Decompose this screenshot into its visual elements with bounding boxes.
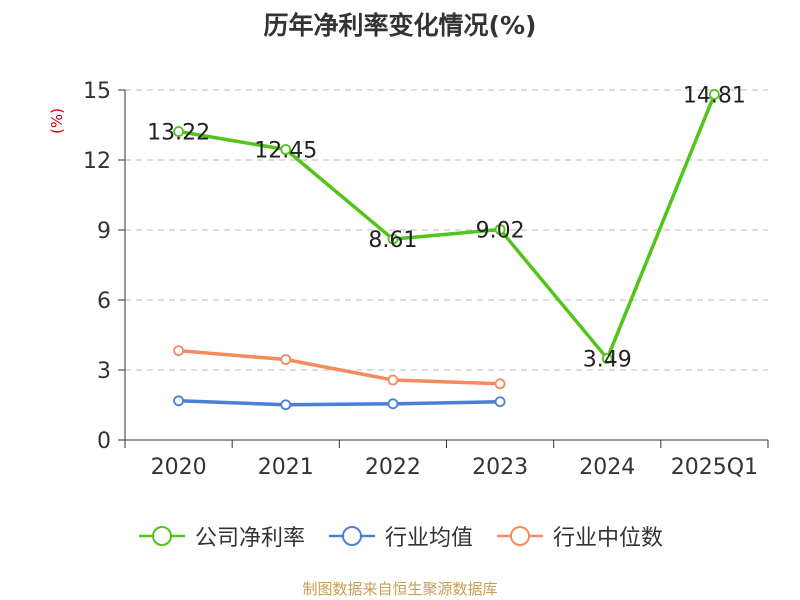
data-point xyxy=(280,354,292,365)
data-point xyxy=(387,233,399,245)
data-labels: 13.22 12.45 8.61 9.02 3.49 14.81 xyxy=(147,83,746,372)
legend-swatch xyxy=(138,526,185,546)
legend-item[interactable]: 行业均值 xyxy=(327,520,473,552)
grid-lines xyxy=(125,89,768,371)
data-point xyxy=(601,353,613,364)
legend-swatch xyxy=(328,526,375,546)
data-label: 12.45 xyxy=(254,139,317,164)
data-point xyxy=(173,395,184,407)
data-point xyxy=(494,378,506,390)
data-label: 3.49 xyxy=(583,348,632,373)
data-point xyxy=(387,374,399,386)
legend: 公司净利率 行业均值 行业中位数 xyxy=(0,520,800,552)
series-line xyxy=(178,93,717,361)
x-tick-label: 2020 xyxy=(151,455,207,480)
y-tick-label: 3 xyxy=(97,359,111,384)
data-point xyxy=(494,396,506,408)
data-label: 9.02 xyxy=(476,219,525,244)
data-point xyxy=(494,224,506,235)
x-tick-label: 2024 xyxy=(579,455,635,480)
data-label: 13.22 xyxy=(147,121,210,146)
y-tick-label: 12 xyxy=(83,149,111,174)
y-tick-label: 15 xyxy=(83,79,111,104)
x-tick-label: 2021 xyxy=(258,455,314,480)
x-tick-label: 2023 xyxy=(472,455,528,480)
data-point xyxy=(173,126,184,137)
data-point xyxy=(280,144,292,155)
data-label: 14.81 xyxy=(683,83,746,108)
legend-item[interactable]: 行业中位数 xyxy=(495,520,663,552)
legend-label: 行业中位数 xyxy=(553,526,664,551)
series-layer xyxy=(173,89,720,411)
series-line xyxy=(178,399,501,407)
y-tick-label: 6 xyxy=(97,289,111,314)
y-tick-label: 0 xyxy=(97,429,111,454)
series-line xyxy=(178,348,501,386)
legend-label: 公司净利率 xyxy=(194,526,305,551)
legend-item[interactable]: 公司净利率 xyxy=(137,520,305,552)
source-note: 制图数据来自恒生聚源数据库 xyxy=(302,580,498,598)
data-point xyxy=(709,89,720,100)
data-point xyxy=(387,398,399,410)
legend-swatch xyxy=(497,526,543,546)
x-tick-label: 2022 xyxy=(365,455,421,480)
data-point xyxy=(280,399,292,411)
data-point xyxy=(173,345,184,357)
axes: 0 3 6 9 12 15 2020 2021 2022 2023 2024 2025Q1 xyxy=(83,79,769,480)
x-tick-label: 2025Q1 xyxy=(671,455,758,480)
y-tick-label: 9 xyxy=(97,219,111,244)
chart-title: 历年净利率变化情况(%) xyxy=(263,11,537,40)
data-label: 8.61 xyxy=(368,228,417,253)
legend-label: 行业均值 xyxy=(384,526,473,551)
